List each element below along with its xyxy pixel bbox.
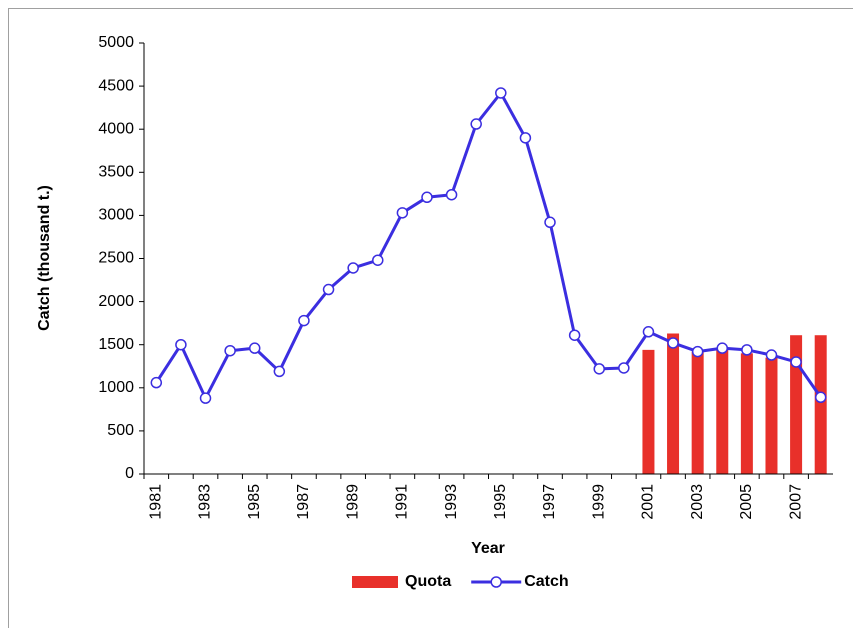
y-tick-label: 2000	[98, 293, 134, 310]
marker	[691, 345, 704, 358]
bar	[740, 353, 753, 474]
marker	[298, 314, 310, 327]
marker	[396, 207, 409, 219]
marker	[814, 391, 827, 404]
marker	[199, 392, 212, 404]
marker	[593, 363, 605, 375]
x-tick-label: 2005	[738, 484, 755, 520]
bar	[716, 349, 729, 474]
x-tick-label: 1987	[295, 484, 312, 520]
marker	[741, 344, 753, 356]
y-tick-label: 1000	[98, 379, 134, 396]
x-tick-label: 1983	[197, 484, 214, 520]
y-tick-label: 1500	[98, 336, 134, 353]
x-tick-label: 1989	[344, 484, 361, 520]
marker	[495, 87, 507, 99]
bar	[765, 357, 778, 474]
x-axis-title: Year	[471, 540, 505, 557]
bar	[691, 351, 704, 474]
y-tick-label: 4500	[98, 77, 134, 94]
y-tick-label: 5000	[98, 34, 134, 51]
x-tick-label: 2003	[689, 484, 706, 520]
y-tick-label: 4000	[98, 120, 134, 137]
marker	[150, 376, 163, 389]
marker	[175, 338, 187, 351]
marker	[519, 132, 532, 144]
y-tick-label: 3500	[98, 164, 134, 181]
chart-border	[8, 8, 853, 628]
x-tick-label: 1999	[590, 484, 607, 520]
bar	[814, 335, 827, 474]
line	[155, 91, 822, 400]
x-tick-label: 1993	[443, 484, 460, 520]
bar	[642, 349, 655, 474]
x-tick-label: 2007	[787, 484, 804, 520]
y-tick-label: 0	[125, 465, 134, 482]
marker	[642, 326, 655, 338]
legend-label: Quota	[405, 573, 451, 590]
marker	[445, 188, 458, 201]
marker	[568, 329, 581, 341]
marker	[667, 337, 679, 349]
x-tick-label: 1981	[148, 484, 165, 520]
marker	[248, 342, 261, 354]
x-tick-label: 1991	[394, 484, 411, 520]
y-axis-title: Catch (thousand t.)	[36, 185, 53, 331]
marker	[765, 349, 778, 361]
y-tick-label: 3000	[98, 207, 134, 224]
x-tick-label: 2001	[640, 484, 657, 520]
y-tick-label: 500	[107, 422, 134, 439]
marker	[322, 283, 335, 296]
bar	[667, 333, 680, 474]
marker	[224, 344, 236, 357]
marker	[421, 191, 433, 204]
y-tick-label: 2500	[98, 250, 134, 267]
marker	[716, 342, 729, 354]
marker	[544, 216, 556, 229]
legend-marker	[490, 576, 502, 588]
marker	[618, 362, 630, 374]
marker	[790, 356, 802, 368]
legend-label: Catch	[524, 573, 568, 590]
marker	[470, 118, 482, 130]
x-tick-label: 1997	[541, 484, 558, 520]
bar	[790, 335, 803, 474]
x-tick-label: 1995	[492, 484, 509, 520]
legend-swatch	[352, 576, 398, 588]
marker	[372, 254, 384, 266]
marker	[273, 365, 286, 378]
x-tick-label: 1985	[246, 484, 263, 520]
marker	[347, 262, 359, 274]
